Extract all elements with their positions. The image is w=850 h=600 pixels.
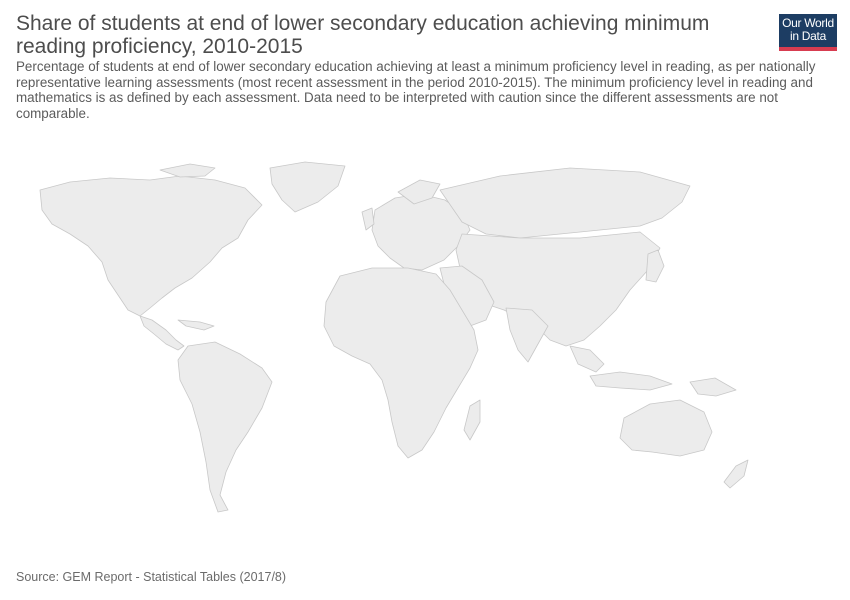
region-southeast-asia (569, 345, 605, 373)
region-new-zealand (723, 459, 749, 489)
region-south-america (177, 341, 273, 513)
chart-subtitle: Percentage of students at end of lower s… (16, 59, 816, 121)
region-madagascar (463, 399, 481, 441)
region-scandinavia (397, 179, 441, 205)
region-greenland (269, 161, 346, 213)
region-north-america (39, 175, 263, 317)
region-arctic-islands (159, 163, 216, 178)
region-africa (323, 267, 479, 459)
region-caribbean (177, 319, 215, 331)
region-australia (619, 399, 713, 457)
region-indonesia (589, 371, 673, 391)
world-map[interactable] (0, 150, 850, 550)
owid-logo[interactable]: Our World in Data (779, 14, 837, 51)
chart-title: Share of students at end of lower second… (16, 12, 710, 58)
region-north-asia (439, 167, 691, 239)
logo-line-1: Our World (782, 16, 834, 30)
region-central-america (139, 315, 185, 351)
region-uk (361, 207, 375, 231)
source-note: Source: GEM Report - Statistical Tables … (16, 570, 287, 584)
region-new-guinea (689, 377, 737, 397)
region-india (505, 307, 549, 363)
region-japan (645, 249, 665, 283)
logo-line-2: in Data (790, 29, 826, 43)
